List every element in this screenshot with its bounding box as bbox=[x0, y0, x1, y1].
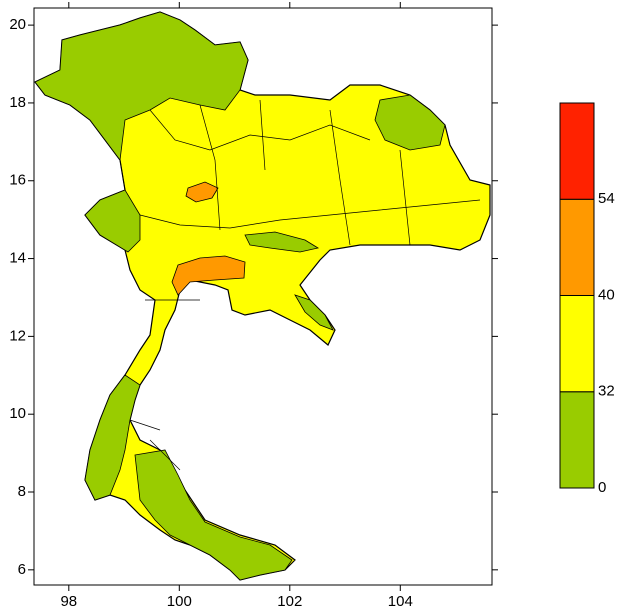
province-borders bbox=[129, 99, 481, 471]
green-zone-central bbox=[244, 231, 320, 253]
x-tick-label: 100 bbox=[167, 593, 192, 610]
colorbar-segment bbox=[559, 295, 595, 393]
y-tick-label: 20 bbox=[9, 16, 26, 33]
colorbar-label: 54 bbox=[598, 190, 615, 207]
colorbar-label: 40 bbox=[598, 286, 615, 303]
y-tick-label: 16 bbox=[9, 172, 26, 189]
x-tick-label: 102 bbox=[277, 593, 302, 610]
y-tick-label: 8 bbox=[18, 483, 26, 500]
colorbar-segment bbox=[559, 391, 595, 489]
y-tick-label: 6 bbox=[18, 561, 26, 578]
green-zone-northeast bbox=[374, 94, 446, 151]
x-tick-label: 104 bbox=[388, 593, 413, 610]
colorbar-label: 0 bbox=[598, 479, 606, 496]
y-tick-label: 12 bbox=[9, 327, 26, 344]
y-tick-label: 14 bbox=[9, 250, 26, 267]
orange-zone-bangkok bbox=[171, 255, 246, 296]
y-tick-label: 10 bbox=[9, 405, 26, 422]
green-zone-peninsula bbox=[134, 449, 293, 581]
orange-zone-north bbox=[185, 181, 219, 203]
y-tick-label: 18 bbox=[9, 94, 26, 111]
map-shapes bbox=[33, 7, 493, 586]
colorbar-segment bbox=[559, 102, 595, 200]
x-tick-label: 98 bbox=[60, 593, 77, 610]
plot-frame bbox=[33, 7, 493, 586]
colorbar-segment bbox=[559, 198, 595, 296]
green-zone-east bbox=[294, 294, 334, 331]
green-zone-north bbox=[34, 11, 249, 253]
colorbar-label: 32 bbox=[598, 383, 615, 400]
country-outline bbox=[34, 11, 491, 581]
